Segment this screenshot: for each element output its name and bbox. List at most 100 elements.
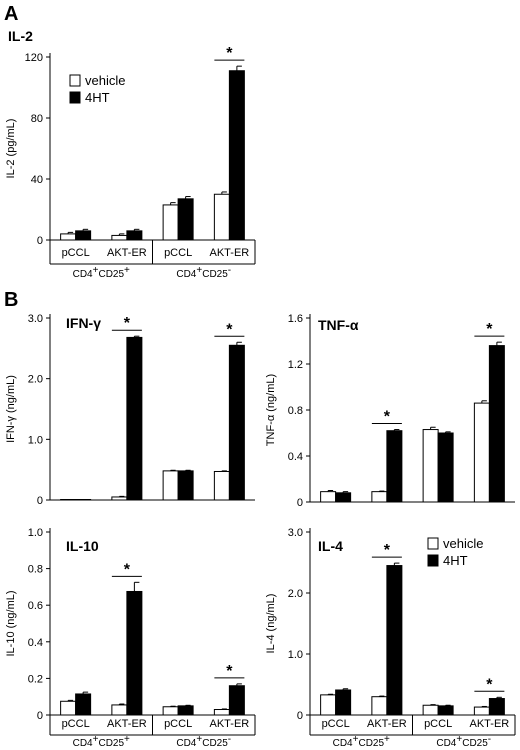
group-label-part: + [93,734,99,745]
bar-vehicle-2 [422,704,439,716]
group-label-part: CD25 [202,738,228,749]
bar-vehicle-3 [213,193,230,241]
bar-vehicle-1 [111,704,128,716]
chart-title: IL-4 [318,538,343,554]
bar-vehicle-2 [162,706,179,716]
group-label-part: CD4 [436,738,456,749]
group-label-part: + [124,734,130,745]
group-label-part: - [228,734,231,745]
bar-4ht-2 [177,470,194,501]
category-label: pCCL [424,718,452,730]
y-axis-label: IL-10 (ng/mL) [5,590,17,656]
bar-4ht-2 [437,432,454,503]
group-label-part: + [353,734,359,745]
y-tick-label: 0 [297,497,303,509]
bar-4ht-3 [228,344,245,501]
group-label: CD4+CD25- [176,734,231,749]
bar-4ht-0 [75,230,92,241]
category-label: AKT-ER [367,718,407,730]
significance-star: * [384,409,391,426]
bar-4ht-1 [126,336,143,501]
group-label-part: + [384,734,390,745]
y-tick-label: 3.0 [288,527,303,539]
y-tick-label: 0.2 [28,673,43,685]
category-label: AKT-ER [210,247,250,259]
bar-4ht-0 [75,499,92,501]
group-label-part: CD4 [176,738,196,749]
y-tick-label: 80 [31,113,43,125]
bar-vehicle-2 [162,470,179,501]
bar-vehicle-3 [473,706,490,716]
group-label-part: - [228,265,231,276]
bar-vehicle-0 [320,694,337,716]
chart-2: TNF-α TNF-α (ng/mL) 0 0.4 0.8 1.2 1.6 * * [265,313,515,509]
chart-title: IFN-γ [66,315,101,331]
group-label-part: CD4 [73,738,93,749]
bar-4ht-2 [177,198,194,241]
group-label-part: + [196,265,202,276]
bar-vehicle-1 [111,234,128,241]
y-tick-label: 0.4 [28,637,43,649]
bar-4ht-3 [488,345,505,503]
y-tick-label: 40 [31,174,43,186]
chart-4: IL-4 IL-4 (ng/mL) 0 1.0 2.0 3.0 * * pCCL AKT-ER pC… [265,527,516,749]
legend-swatch-4ht [69,91,81,104]
panel-label-a: A [4,3,18,25]
bar-4ht-0 [335,492,352,503]
bar-4ht-2 [177,705,194,716]
y-tick-label: 3.0 [28,313,43,325]
chart-title: TNF-α [318,317,359,333]
category-label: AKT-ER [470,718,510,730]
group-label-part: + [93,265,99,276]
bar-vehicle-3 [213,470,230,501]
chart-0: IL-2 IL-2 (pg/mL) 0 40 80 120 * pCCL AKT-ER pCCL A… [5,28,256,280]
group-label-part: + [196,734,202,745]
group-label: CD4+CD25+ [73,734,130,749]
y-tick-label: 1.0 [28,527,43,539]
y-tick-label: 1.0 [28,434,43,446]
bar-vehicle-1 [371,696,388,716]
group-label-part: + [124,265,130,276]
legend-label-4ht: 4HT [443,553,468,568]
bar-4ht-1 [126,590,143,716]
significance-star: * [486,321,493,338]
significance-star: * [124,561,131,578]
bar-vehicle-0 [60,700,77,716]
significance-star: * [124,315,131,332]
category-label: pCCL [62,247,90,259]
y-tick-label: 1.6 [288,313,303,325]
charts-container: IL-2 IL-2 (pg/mL) 0 40 80 120 * pCCL AKT-ER pCCL A… [5,28,516,749]
y-tick-label: 0 [297,710,303,722]
legend-label-4ht: 4HT [85,90,110,105]
legend-label-vehicle: vehicle [443,536,483,551]
group-label-part: CD4 [73,269,93,280]
bar-4ht-3 [488,698,505,716]
group-label-part: + [456,734,462,745]
chart-3: IL-10 IL-10 (ng/mL) 0 0.2 0.4 0.6 0.8 1.0 * * pCCL… [5,527,256,749]
group-label-part: CD25 [202,269,228,280]
bar-vehicle-0 [320,491,337,503]
y-tick-label: 0.8 [288,405,303,417]
y-tick-label: 0 [37,235,43,247]
group-label: CD4+CD25+ [73,265,130,280]
category-label: pCCL [164,718,192,730]
group-label-part: CD25 [98,269,124,280]
bar-4ht-0 [75,693,92,716]
group-label-part: - [488,734,491,745]
group-label: CD4+CD25+ [333,734,390,749]
bar-vehicle-3 [473,402,490,503]
bar-vehicle-2 [162,204,179,241]
category-label: pCCL [164,247,192,259]
category-label: AKT-ER [210,718,250,730]
y-tick-label: 0.4 [288,451,303,463]
y-axis-label: TNF-α (ng/mL) [265,374,277,446]
bar-vehicle-2 [422,429,439,503]
category-label: AKT-ER [107,247,147,259]
bar-4ht-2 [437,705,454,716]
bar-4ht-3 [228,70,245,241]
legend-label-vehicle: vehicle [85,73,125,88]
y-tick-label: 1.0 [288,649,303,661]
bar-4ht-1 [386,430,403,503]
significance-star: * [226,663,233,680]
